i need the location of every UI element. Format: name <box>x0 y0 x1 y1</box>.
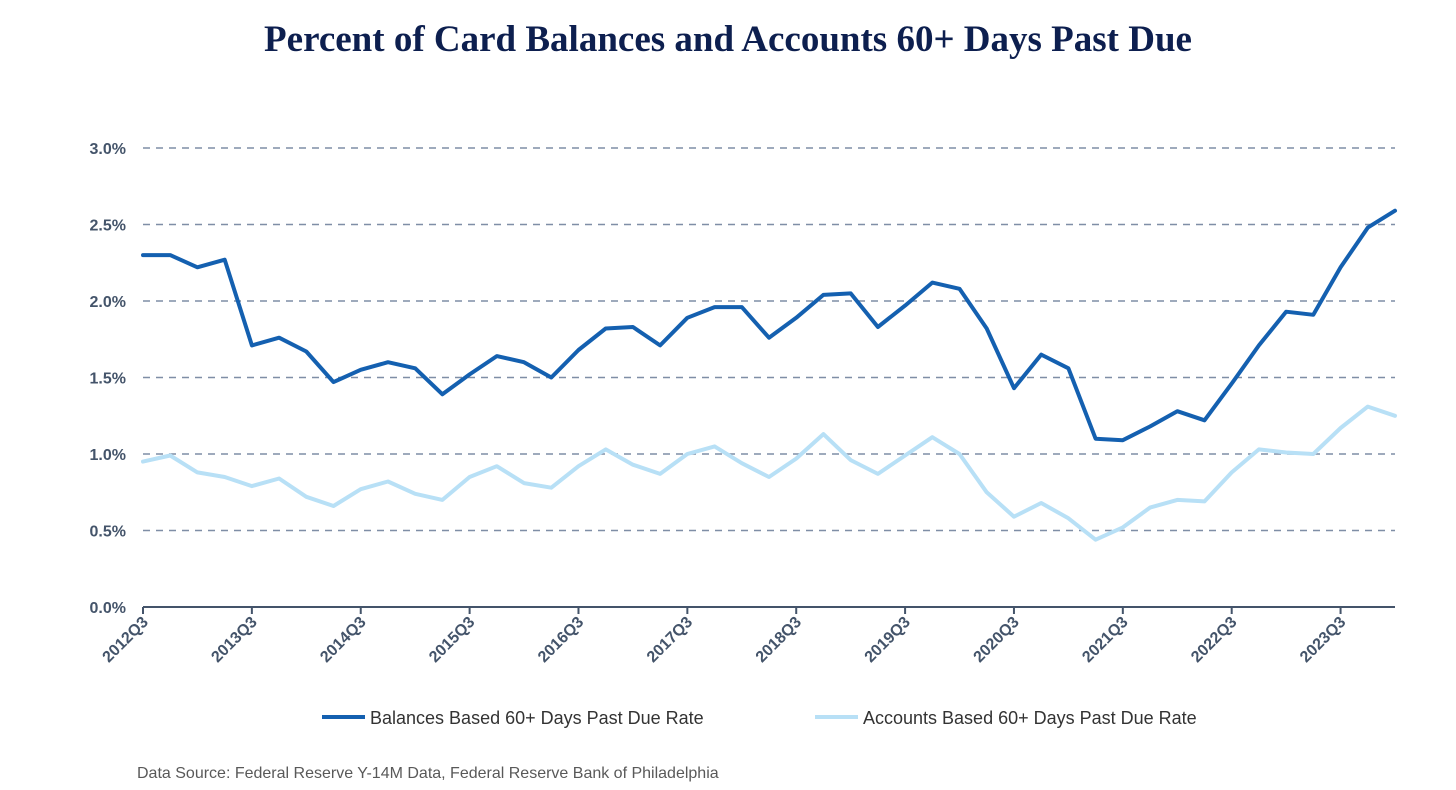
y-tick-label: 1.5% <box>90 371 126 388</box>
y-tick-label: 2.5% <box>90 218 126 235</box>
x-tick-label: 2014Q3 <box>317 614 369 666</box>
y-tick-label: 1.0% <box>90 447 126 464</box>
x-axis <box>142 606 1395 614</box>
legend-label: Balances Based 60+ Days Past Due Rate <box>370 708 704 728</box>
y-axis-ticks: 0.0% 0.5% 1.0% 1.5% 2.0% 2.5% 3.0% <box>90 141 126 617</box>
x-tick-label: 2020Q3 <box>971 614 1023 666</box>
x-tick-label: 2016Q3 <box>535 614 587 666</box>
legend-label: Accounts Based 60+ Days Past Due Rate <box>863 708 1197 728</box>
x-tick-label: 2015Q3 <box>426 614 478 666</box>
line-chart: 0.0% 0.5% 1.0% 1.5% 2.0% 2.5% 3.0% 2012Q3 2013Q… <box>90 141 1397 728</box>
x-tick-label: 2012Q3 <box>100 614 152 666</box>
y-tick-label: 3.0% <box>90 141 126 158</box>
y-tick-label: 0.5% <box>90 524 126 541</box>
chart-title: Percent of Card Balances and Accounts 60… <box>264 19 1192 60</box>
series-line-balances <box>141 208 1397 443</box>
x-tick-label: 2013Q3 <box>208 614 260 666</box>
x-tick-label: 2017Q3 <box>644 614 696 666</box>
x-tick-label: 2019Q3 <box>862 614 914 666</box>
x-tick-label: 2021Q3 <box>1079 614 1131 666</box>
data-source-note: Data Source: Federal Reserve Y-14M Data,… <box>137 765 719 782</box>
series-line-accounts <box>141 404 1397 542</box>
x-tick-label: 2018Q3 <box>753 614 805 666</box>
x-tick-label: 2023Q3 <box>1297 614 1349 666</box>
series-lines <box>141 208 1397 542</box>
x-axis-ticks: 2012Q3 2013Q3 2014Q3 2015Q3 2016Q3 2017Q3 2018… <box>100 614 1350 666</box>
y-tick-label: 0.0% <box>90 600 126 617</box>
x-tick-label: 2022Q3 <box>1188 614 1240 666</box>
legend: Balances Based 60+ Days Past Due Rate Acc… <box>322 708 1197 728</box>
gridlines <box>143 147 1395 532</box>
y-tick-label: 2.0% <box>90 294 126 311</box>
